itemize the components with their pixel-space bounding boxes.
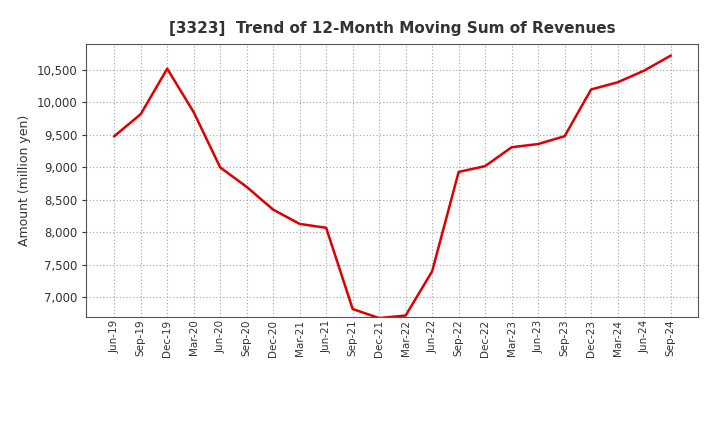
Y-axis label: Amount (million yen): Amount (million yen): [18, 115, 31, 246]
Title: [3323]  Trend of 12-Month Moving Sum of Revenues: [3323] Trend of 12-Month Moving Sum of R…: [169, 21, 616, 36]
